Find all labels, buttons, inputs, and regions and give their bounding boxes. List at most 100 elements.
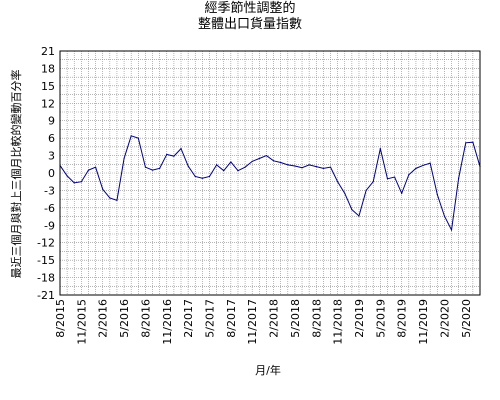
data-point xyxy=(251,160,253,162)
x-tick-label: 5/2018 xyxy=(289,299,302,338)
x-tick-label: 2/2018 xyxy=(268,299,281,338)
data-point xyxy=(386,178,389,180)
x-tick-label: 11/2016 xyxy=(161,299,174,345)
data-point xyxy=(401,192,403,194)
x-tick-label: 2/2017 xyxy=(182,299,195,338)
data-point xyxy=(258,157,260,160)
x-tick-label: 11/2017 xyxy=(246,299,259,345)
y-tick-label: -9 xyxy=(44,219,55,232)
data-point xyxy=(458,177,460,179)
data-point xyxy=(308,164,310,166)
data-point xyxy=(436,193,438,196)
data-point xyxy=(344,192,346,194)
data-point xyxy=(272,160,275,162)
grid-lines xyxy=(59,50,481,296)
x-tick-label: 5/2019 xyxy=(374,299,387,338)
y-tick-label: -3 xyxy=(44,184,55,197)
data-point xyxy=(208,175,211,178)
x-tick-label: 2/2019 xyxy=(353,299,366,338)
x-axis-ticks: 8/2015 11/2015 2/2016 5/2016 8/2016 11/2016 2/… xyxy=(54,299,473,345)
y-tick-label: 3 xyxy=(48,150,55,163)
data-point xyxy=(73,182,75,184)
data-point xyxy=(102,188,104,190)
data-point xyxy=(159,167,161,169)
data-point xyxy=(244,166,246,168)
data-point xyxy=(130,135,132,137)
data-point xyxy=(372,181,374,183)
y-tick-label: -15 xyxy=(37,254,55,267)
data-point xyxy=(351,209,353,211)
y-tick-label: 21 xyxy=(41,45,55,58)
data-point xyxy=(180,148,182,150)
data-point xyxy=(151,169,154,171)
x-tick-label: 2/2020 xyxy=(438,299,451,338)
data-point xyxy=(287,164,289,166)
x-tick-label: 5/2020 xyxy=(460,299,473,338)
data-point xyxy=(443,215,446,217)
x-tick-label: 11/2018 xyxy=(332,299,345,345)
x-tick-label: 5/2016 xyxy=(118,299,131,338)
data-point xyxy=(450,229,453,231)
x-tick-label: 8/2018 xyxy=(310,299,323,338)
y-tick-label: -18 xyxy=(37,272,55,285)
data-point xyxy=(337,181,339,183)
data-point xyxy=(329,166,332,168)
data-point xyxy=(465,142,467,144)
data-point xyxy=(408,174,410,176)
y-tick-label: 9 xyxy=(48,115,55,128)
data-point xyxy=(173,155,175,157)
data-point xyxy=(223,170,225,172)
y-tick-label: -21 xyxy=(37,289,55,302)
y-tick-label: 15 xyxy=(41,80,55,93)
data-point xyxy=(194,175,196,178)
data-point xyxy=(301,167,303,169)
x-tick-label: 8/2019 xyxy=(396,299,409,338)
data-point xyxy=(94,166,97,168)
data-point xyxy=(322,167,324,169)
y-tick-label: 18 xyxy=(41,62,55,75)
chart-title: 經季節性調整的 整體出口貨量指數 xyxy=(0,1,500,33)
y-tick-label: -12 xyxy=(37,237,55,250)
data-point xyxy=(415,167,417,169)
data-point xyxy=(123,157,125,160)
x-tick-label: 11/2015 xyxy=(75,299,88,345)
data-point xyxy=(379,148,381,150)
y-axis-label: 最近三個月與對上三個月比較的變動百分率 xyxy=(9,70,23,279)
data-point xyxy=(280,161,282,164)
x-tick-label: 8/2017 xyxy=(225,299,238,338)
data-point xyxy=(187,165,189,167)
chart-title-line-1: 經季節性調整的 xyxy=(204,1,296,16)
data-point xyxy=(109,197,111,199)
x-axis-label: 月/年 xyxy=(255,363,281,377)
series-line xyxy=(59,135,481,232)
data-point xyxy=(137,137,139,139)
data-point xyxy=(472,141,474,143)
data-point xyxy=(201,177,203,179)
data-point xyxy=(216,164,218,166)
data-point xyxy=(80,181,82,183)
data-point xyxy=(294,165,296,167)
y-tick-label: 12 xyxy=(41,97,55,110)
data-point xyxy=(265,154,268,157)
data-point xyxy=(237,170,239,172)
series-group xyxy=(59,135,481,232)
x-tick-label: 2/2016 xyxy=(97,299,110,338)
data-point xyxy=(230,161,232,163)
x-tick-label: 8/2015 xyxy=(54,299,67,338)
y-tick-label: 6 xyxy=(48,132,55,145)
data-point xyxy=(166,153,168,156)
data-point xyxy=(393,176,396,178)
data-point xyxy=(144,166,147,168)
chart-title-line-2: 整體出口貨量指數 xyxy=(197,17,302,32)
x-tick-label: 5/2017 xyxy=(203,299,216,338)
data-point xyxy=(365,189,367,192)
data-point xyxy=(422,164,424,167)
y-axis-ticks: 21 18 15 12 9 6 3 0 -3 -6 -9 -12 -15 -18 -21 xyxy=(37,45,55,302)
y-tick-label: 0 xyxy=(48,167,55,180)
x-tick-label: 11/2019 xyxy=(417,299,430,345)
x-tick-label: 8/2016 xyxy=(139,299,152,338)
data-point xyxy=(87,169,90,171)
data-point xyxy=(429,162,431,164)
plot-frame xyxy=(59,50,481,296)
